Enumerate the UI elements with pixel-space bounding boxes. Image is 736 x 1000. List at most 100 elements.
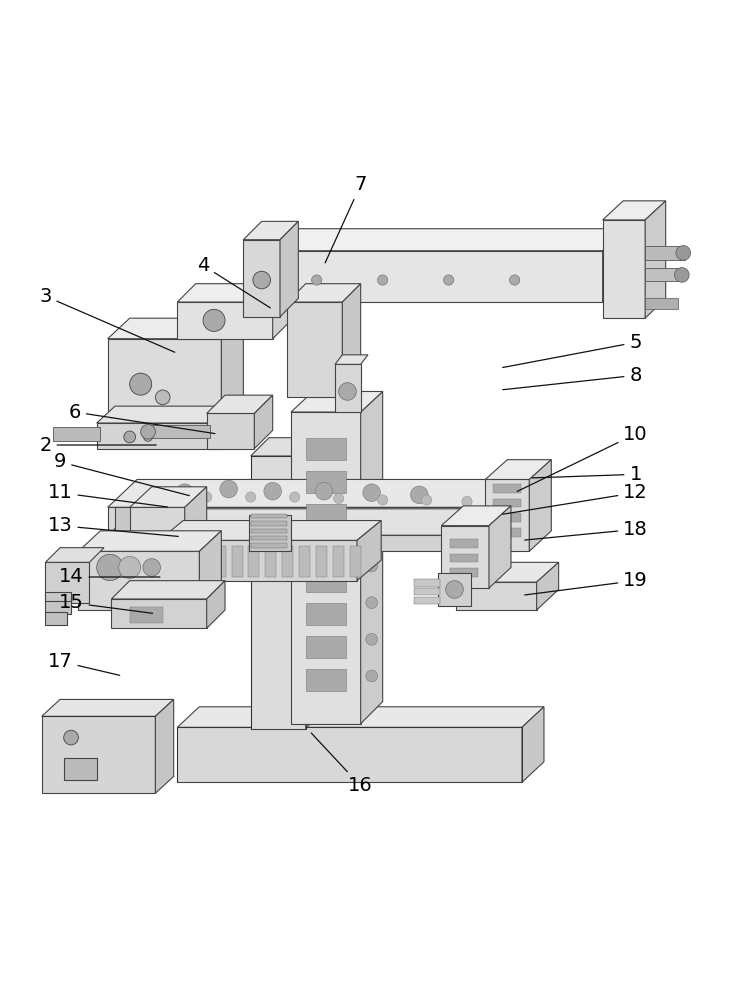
Bar bbox=[492, 484, 520, 493]
Circle shape bbox=[220, 480, 238, 498]
Polygon shape bbox=[529, 460, 551, 551]
Polygon shape bbox=[42, 699, 174, 716]
Polygon shape bbox=[46, 612, 68, 625]
Circle shape bbox=[130, 373, 152, 395]
Circle shape bbox=[366, 487, 378, 499]
Polygon shape bbox=[251, 438, 324, 456]
Polygon shape bbox=[46, 601, 71, 614]
Circle shape bbox=[366, 560, 378, 572]
Polygon shape bbox=[115, 507, 144, 537]
Polygon shape bbox=[111, 599, 207, 628]
Polygon shape bbox=[603, 229, 625, 302]
Polygon shape bbox=[603, 220, 645, 318]
Circle shape bbox=[203, 309, 225, 331]
Polygon shape bbox=[291, 391, 383, 412]
Bar bbox=[645, 246, 685, 260]
Circle shape bbox=[674, 268, 689, 282]
Polygon shape bbox=[46, 592, 71, 603]
Bar bbox=[130, 607, 163, 623]
Polygon shape bbox=[342, 284, 361, 397]
Circle shape bbox=[144, 433, 152, 441]
Polygon shape bbox=[305, 570, 346, 592]
Bar bbox=[645, 298, 678, 309]
Bar bbox=[251, 543, 287, 548]
Bar bbox=[492, 528, 520, 537]
Polygon shape bbox=[130, 487, 207, 507]
Text: 13: 13 bbox=[48, 516, 178, 536]
Circle shape bbox=[158, 492, 168, 502]
Bar bbox=[251, 536, 287, 540]
Text: 17: 17 bbox=[48, 652, 120, 675]
Circle shape bbox=[202, 492, 212, 502]
Circle shape bbox=[253, 271, 271, 289]
Bar bbox=[251, 529, 287, 533]
Text: 18: 18 bbox=[525, 520, 648, 540]
Text: 11: 11 bbox=[48, 483, 167, 507]
Bar bbox=[181, 546, 192, 577]
Circle shape bbox=[246, 492, 256, 502]
Circle shape bbox=[446, 581, 464, 598]
Bar bbox=[450, 568, 478, 577]
Polygon shape bbox=[96, 423, 225, 449]
Text: 2: 2 bbox=[39, 436, 156, 455]
Circle shape bbox=[366, 597, 378, 609]
Polygon shape bbox=[514, 479, 544, 537]
Polygon shape bbox=[438, 573, 470, 606]
Polygon shape bbox=[159, 540, 357, 581]
Text: 5: 5 bbox=[503, 333, 642, 368]
Polygon shape bbox=[305, 438, 346, 460]
Bar bbox=[316, 546, 327, 577]
Polygon shape bbox=[335, 364, 361, 412]
Bar bbox=[414, 579, 440, 587]
Polygon shape bbox=[177, 707, 544, 727]
Circle shape bbox=[64, 730, 78, 745]
Text: 3: 3 bbox=[39, 287, 175, 352]
Bar bbox=[450, 539, 478, 548]
Circle shape bbox=[96, 554, 123, 581]
Polygon shape bbox=[107, 479, 544, 507]
Text: 7: 7 bbox=[325, 175, 367, 263]
Text: 1: 1 bbox=[532, 465, 642, 484]
Bar bbox=[148, 425, 210, 438]
Bar bbox=[266, 546, 276, 577]
Circle shape bbox=[366, 633, 378, 645]
Polygon shape bbox=[645, 201, 665, 318]
Bar bbox=[249, 546, 260, 577]
Polygon shape bbox=[456, 562, 559, 582]
Circle shape bbox=[333, 493, 344, 504]
Circle shape bbox=[462, 496, 472, 507]
Bar bbox=[414, 588, 440, 595]
Text: 8: 8 bbox=[503, 366, 642, 390]
Polygon shape bbox=[489, 506, 511, 588]
Polygon shape bbox=[305, 603, 346, 625]
Circle shape bbox=[366, 523, 378, 535]
Circle shape bbox=[676, 246, 690, 260]
Polygon shape bbox=[42, 716, 155, 793]
Polygon shape bbox=[335, 355, 368, 364]
Polygon shape bbox=[78, 531, 222, 551]
Polygon shape bbox=[207, 395, 272, 413]
Polygon shape bbox=[262, 229, 625, 251]
Polygon shape bbox=[155, 699, 174, 793]
Polygon shape bbox=[244, 221, 298, 240]
Circle shape bbox=[155, 390, 170, 405]
Polygon shape bbox=[251, 456, 305, 729]
Polygon shape bbox=[305, 504, 346, 526]
Bar bbox=[492, 499, 520, 507]
Text: 19: 19 bbox=[525, 571, 648, 595]
Polygon shape bbox=[522, 707, 544, 782]
Polygon shape bbox=[255, 395, 272, 449]
Polygon shape bbox=[207, 413, 255, 449]
Bar bbox=[64, 758, 96, 780]
Polygon shape bbox=[537, 562, 559, 610]
Polygon shape bbox=[46, 562, 89, 603]
Circle shape bbox=[422, 495, 432, 505]
Polygon shape bbox=[361, 391, 383, 724]
Bar bbox=[492, 513, 520, 522]
Circle shape bbox=[176, 484, 194, 501]
Circle shape bbox=[378, 275, 388, 285]
Polygon shape bbox=[280, 221, 298, 317]
Circle shape bbox=[315, 482, 333, 500]
Polygon shape bbox=[222, 318, 244, 430]
Polygon shape bbox=[287, 302, 342, 397]
